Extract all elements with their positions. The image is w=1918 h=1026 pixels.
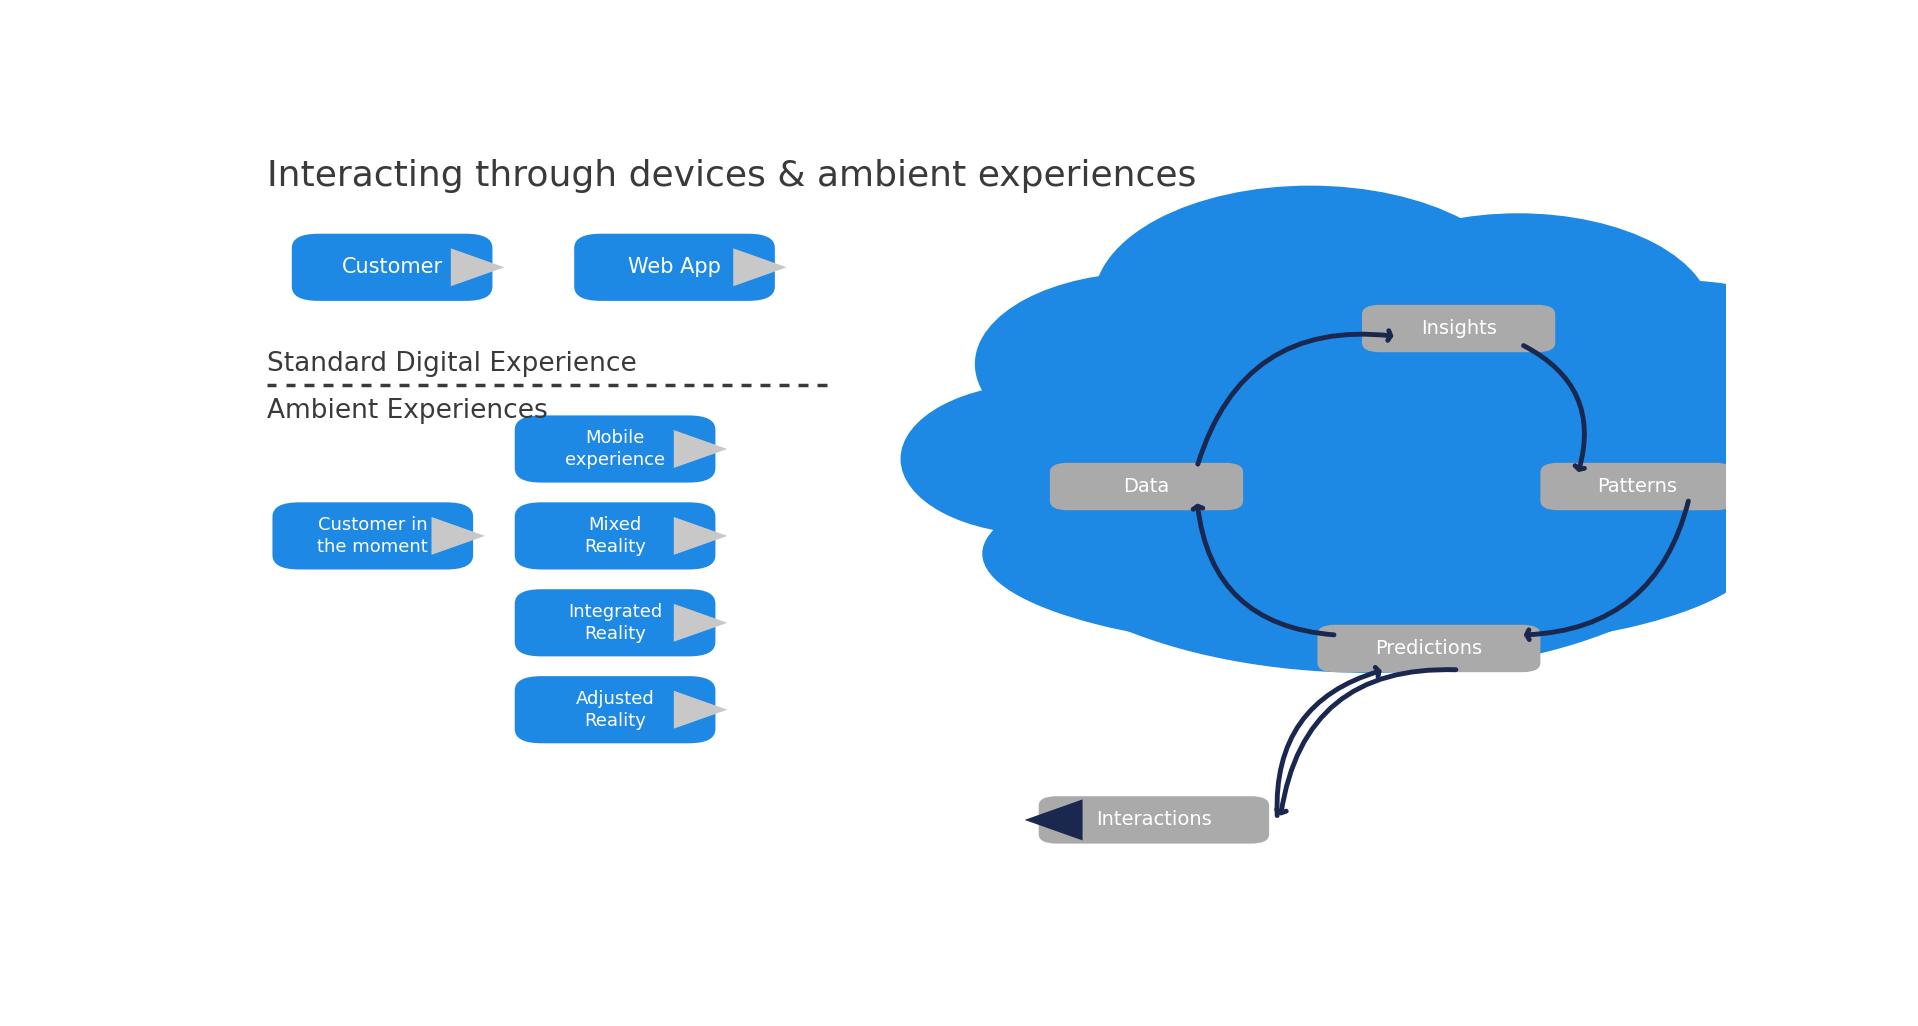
Text: Mobile
experience: Mobile experience [566,429,666,469]
Polygon shape [673,517,727,555]
FancyBboxPatch shape [1040,796,1270,843]
Text: Predictions: Predictions [1375,639,1483,658]
Polygon shape [451,248,504,286]
FancyBboxPatch shape [514,503,715,569]
Text: Ambient Experiences: Ambient Experiences [267,398,547,425]
Text: Integrated
Reality: Integrated Reality [568,602,662,643]
FancyBboxPatch shape [514,589,715,657]
Text: Standard Digital Experience: Standard Digital Experience [267,351,637,378]
Circle shape [1095,187,1525,416]
FancyBboxPatch shape [1318,625,1540,672]
Circle shape [1325,214,1711,420]
Circle shape [1525,281,1837,447]
FancyBboxPatch shape [272,503,474,569]
Polygon shape [733,248,786,286]
FancyBboxPatch shape [1049,463,1243,510]
Polygon shape [432,517,485,555]
Circle shape [1615,392,1868,526]
Text: Adjusted
Reality: Adjusted Reality [575,689,654,729]
Text: Customer in
the moment: Customer in the moment [316,516,428,556]
FancyBboxPatch shape [1362,305,1555,352]
Text: Interacting through devices & ambient experiences: Interacting through devices & ambient ex… [267,159,1197,193]
Text: Customer: Customer [341,258,443,277]
Circle shape [901,384,1183,534]
FancyBboxPatch shape [514,676,715,743]
FancyBboxPatch shape [292,234,493,301]
Circle shape [976,273,1318,455]
Polygon shape [1024,799,1082,840]
Text: Patterns: Patterns [1598,477,1676,496]
Ellipse shape [982,455,1757,653]
FancyBboxPatch shape [514,416,715,482]
Text: Data: Data [1124,477,1170,496]
Polygon shape [673,690,727,728]
Text: Interactions: Interactions [1095,811,1212,829]
Polygon shape [673,430,727,468]
Text: Mixed
Reality: Mixed Reality [585,516,646,556]
Text: Web App: Web App [627,258,721,277]
Text: Insights: Insights [1421,319,1496,338]
FancyBboxPatch shape [573,234,775,301]
FancyBboxPatch shape [1540,463,1734,510]
Ellipse shape [997,324,1742,672]
Polygon shape [673,604,727,642]
